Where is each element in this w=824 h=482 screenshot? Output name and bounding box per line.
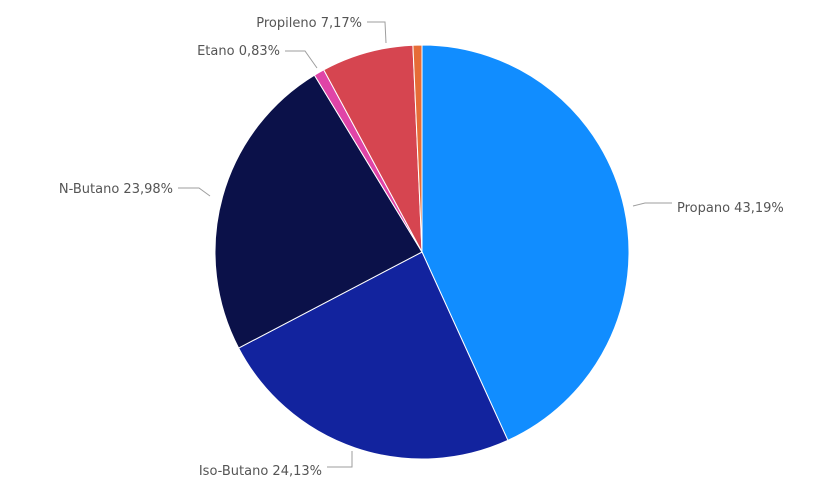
slice-label-propileno: Propileno 7,17% <box>256 16 362 31</box>
label-leader-lines <box>178 21 672 468</box>
slice-label-n-butano: N-Butano 23,98% <box>59 182 173 197</box>
leader-line-propano <box>632 202 672 207</box>
pie-slice-iso-butano[interactable] <box>237 251 509 460</box>
leader-line-etano <box>285 50 318 69</box>
pie-slice-n-butano[interactable] <box>214 74 423 349</box>
pie-slices <box>214 44 630 460</box>
slice-label-iso-butano: Iso-Butano 24,13% <box>199 464 322 479</box>
pie-slice-propano[interactable] <box>421 44 630 442</box>
pie-slice-unlabeled[interactable] <box>412 44 423 253</box>
leader-line-propileno <box>367 21 387 44</box>
slice-label-etano: Etano 0,83% <box>197 44 280 59</box>
leader-line-n-butano <box>178 187 211 197</box>
leader-line-iso-butano <box>327 451 353 468</box>
slice-label-propano: Propano 43,19% <box>677 201 784 216</box>
